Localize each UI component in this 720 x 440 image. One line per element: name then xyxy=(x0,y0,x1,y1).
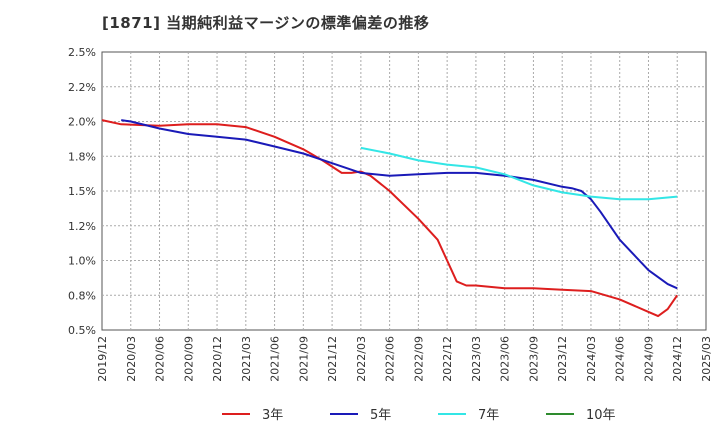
x-tick-label: 2020/03 xyxy=(125,336,138,382)
x-tick-label: 2021/09 xyxy=(297,336,310,382)
series-line-7年 xyxy=(360,146,678,201)
x-tick-label: 2020/09 xyxy=(182,336,195,382)
y-tick-label: 2.2% xyxy=(68,81,96,94)
x-tick-label: 2024/03 xyxy=(585,336,598,382)
x-tick-label: 2024/12 xyxy=(671,336,684,382)
legend-label: 5年 xyxy=(370,408,391,423)
legend-label: 7年 xyxy=(478,408,499,423)
x-tick-label: 2022/03 xyxy=(355,336,368,382)
x-tick-label: 2024/06 xyxy=(614,336,627,382)
x-tick-label: 2022/06 xyxy=(384,336,397,382)
x-tick-label: 2023/03 xyxy=(470,336,483,382)
series-line-3年 xyxy=(101,119,679,318)
y-tick-label: 1.8% xyxy=(68,150,96,163)
series-line-5年 xyxy=(121,119,678,290)
x-tick-label: 2024/09 xyxy=(642,336,655,382)
legend-label: 10年 xyxy=(586,408,616,423)
y-tick-label: 0.8% xyxy=(68,289,96,302)
x-tick-label: 2020/06 xyxy=(154,336,167,382)
x-tick-label: 2019/12 xyxy=(96,336,109,382)
y-tick-label: 1.2% xyxy=(68,220,96,233)
y-tick-label: 1.5% xyxy=(68,185,96,198)
y-tick-label: 1.0% xyxy=(68,255,96,268)
x-tick-label: 2025/03 xyxy=(700,336,713,382)
x-tick-label: 2022/09 xyxy=(412,336,425,382)
x-tick-label: 2023/09 xyxy=(527,336,540,382)
x-tick-label: 2021/06 xyxy=(269,336,282,382)
x-tick-label: 2022/12 xyxy=(441,336,454,382)
chart-title: [1871] 当期純利益マージンの標準偏差の推移 xyxy=(102,14,430,32)
x-tick-label: 2020/12 xyxy=(211,336,224,382)
legend-label: 3年 xyxy=(262,408,283,423)
y-tick-label: 2.5% xyxy=(68,46,96,59)
y-tick-label: 0.5% xyxy=(68,324,96,337)
x-tick-label: 2023/12 xyxy=(556,336,569,382)
x-tick-label: 2023/06 xyxy=(499,336,512,382)
x-tick-label: 2021/12 xyxy=(326,336,339,382)
y-tick-label: 2.0% xyxy=(68,116,96,129)
x-tick-label: 2021/03 xyxy=(240,336,253,382)
